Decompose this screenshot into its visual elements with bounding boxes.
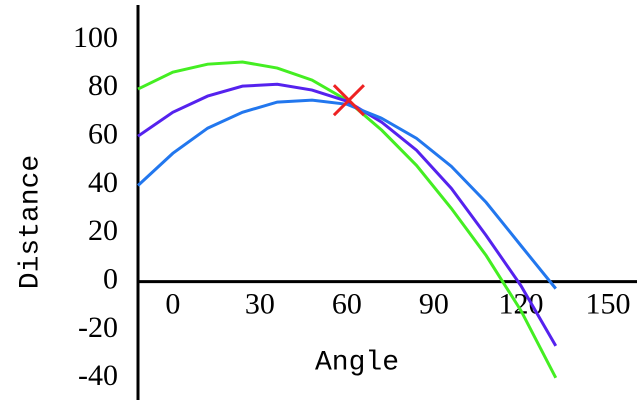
- y-tick-label: -40: [78, 359, 118, 392]
- x-tick-label: 120: [498, 288, 543, 321]
- x-axis-title: Angle: [315, 347, 399, 378]
- data-line: [136, 98, 557, 290]
- x-tick-label: 0: [165, 288, 180, 321]
- x-tick-label: 90: [419, 288, 449, 321]
- x-tick-label: 150: [585, 288, 630, 321]
- data-line: [137, 60, 558, 379]
- cross-stroke: [332, 84, 365, 117]
- x-tick-label: 60: [332, 288, 362, 321]
- y-tick-label: 60: [88, 118, 118, 151]
- y-tick-label: 20: [88, 214, 118, 247]
- y-tick-label: 80: [88, 69, 118, 102]
- y-tick-label: 100: [73, 21, 118, 54]
- y-axis-title: Distance: [15, 155, 46, 289]
- y-tick-label: -20: [78, 311, 118, 344]
- y-tick-label: 0: [103, 263, 118, 296]
- x-tick-label: 30: [245, 288, 275, 321]
- y-tick-label: 40: [88, 166, 118, 199]
- cross-marker: [332, 84, 365, 117]
